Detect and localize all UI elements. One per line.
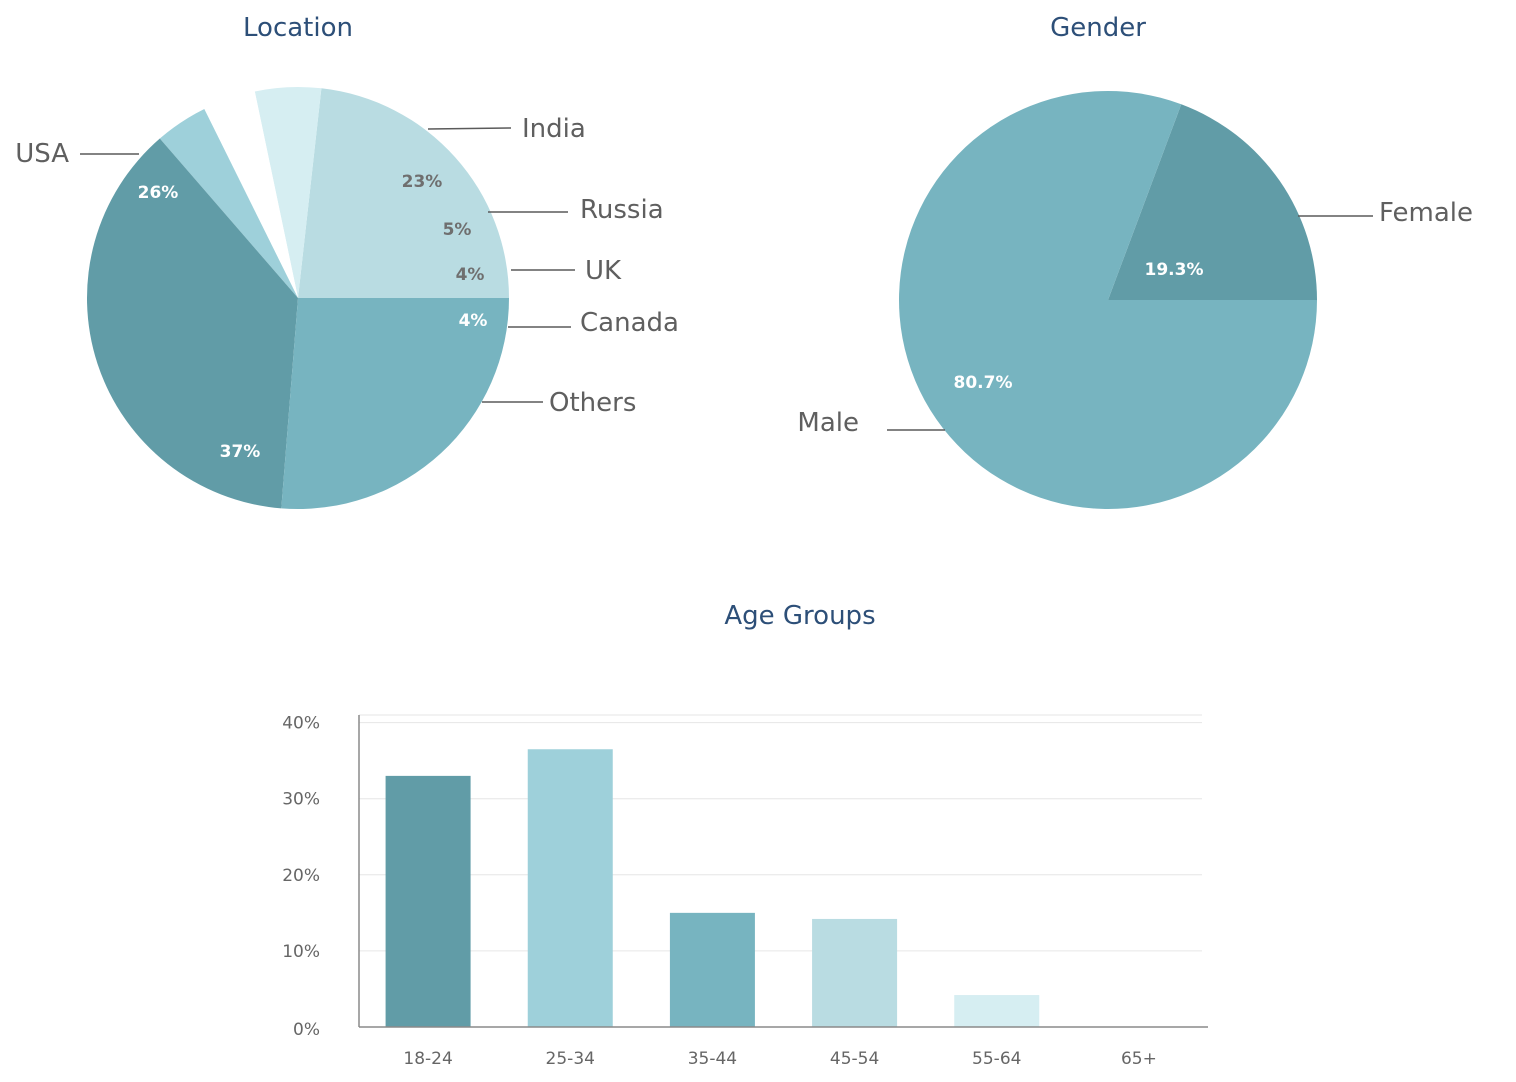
- pie-slice-usa: [281, 298, 509, 510]
- pie-slice-male: [898, 90, 1317, 509]
- slice-value-usa: 26%: [138, 183, 179, 203]
- y-tick-label: 0%: [293, 1020, 320, 1040]
- x-tick-label: 35-44: [688, 1049, 737, 1069]
- bar-18-24: [385, 775, 471, 1027]
- y-tick-label: 10%: [282, 942, 320, 962]
- pie-slice-russia: [254, 86, 322, 299]
- slice-label-russia: Russia: [580, 195, 664, 225]
- bar-25-34: [527, 749, 613, 1027]
- y-tick-label: 40%: [282, 714, 320, 734]
- slice-value-others: 37%: [220, 442, 261, 462]
- x-tick-label: 45-54: [830, 1049, 879, 1069]
- bar-55-64: [954, 995, 1040, 1027]
- gender-chart-title: Gender: [1050, 13, 1146, 43]
- pie-slice-uk: [204, 91, 298, 298]
- age-bar-chart: 0% 10% 20% 30% 40% 18-24 25-34 35-44 45-54 55-64 6…: [282, 714, 1208, 1069]
- slice-label-india: India: [522, 114, 586, 144]
- slice-label-male: Male: [797, 408, 859, 438]
- leader-line-india: [427, 127, 512, 130]
- location-chart-title: Location: [243, 13, 353, 43]
- y-tick-label: 20%: [282, 866, 320, 886]
- slice-label-uk: UK: [585, 256, 622, 286]
- pie-slice-india: [298, 88, 509, 298]
- x-tick-label: 65+: [1121, 1049, 1157, 1069]
- slice-value-female: 19.3%: [1145, 260, 1204, 280]
- slice-value-male: 80.7%: [954, 373, 1013, 393]
- bar-45-54: [812, 918, 898, 1027]
- y-tick-label: 30%: [282, 790, 320, 810]
- slice-label-usa: USA: [15, 139, 69, 169]
- x-tick-label: 25-34: [546, 1049, 595, 1069]
- x-tick-label: 55-64: [972, 1049, 1021, 1069]
- slice-value-india: 23%: [402, 172, 443, 192]
- x-tick-label: 18-24: [403, 1049, 452, 1069]
- gender-pie-chart: Female 19.3% Male 80.7%: [797, 90, 1473, 509]
- slice-label-others: Others: [549, 388, 636, 418]
- location-pie-chart: India 23% Russia 5% UK 4% Canada 4% Others 37% USA…: [15, 86, 679, 510]
- age-chart-title: Age Groups: [724, 601, 875, 631]
- slice-value-uk: 4%: [456, 265, 485, 285]
- bar-35-44: [669, 912, 755, 1027]
- pie-slice-female: [1108, 104, 1317, 300]
- pie-slice-canada: [159, 108, 298, 298]
- slice-value-canada: 4%: [459, 311, 488, 331]
- slice-label-canada: Canada: [580, 308, 679, 338]
- slice-value-russia: 5%: [443, 220, 472, 240]
- pie-slice-others: [86, 138, 298, 509]
- slice-label-female: Female: [1379, 198, 1473, 228]
